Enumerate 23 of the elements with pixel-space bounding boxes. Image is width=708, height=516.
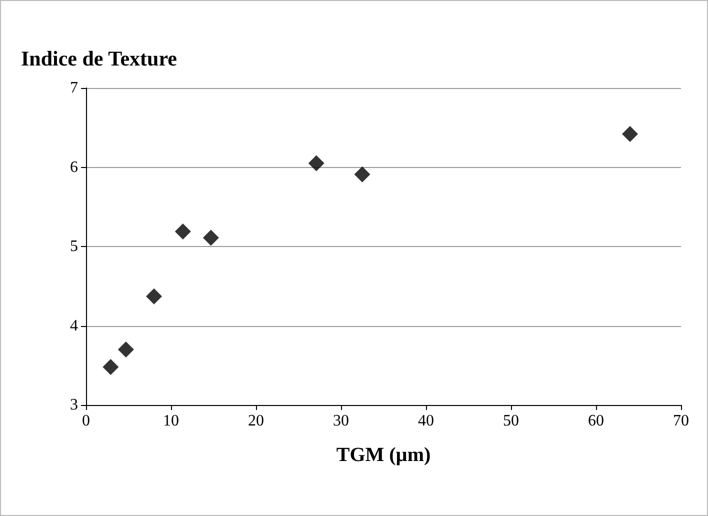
y-tick-label: 4 xyxy=(70,317,78,334)
x-tick-label: 40 xyxy=(418,412,434,430)
x-tick-label: 30 xyxy=(333,412,349,430)
x-axis-title: TGM (µm) xyxy=(336,444,431,466)
point xyxy=(146,288,162,304)
x-tick-label: 60 xyxy=(588,412,604,430)
x-tick-label: 20 xyxy=(248,412,264,430)
point xyxy=(102,358,119,375)
y-tick-label: 5 xyxy=(70,238,78,255)
y-tick-label: 6 xyxy=(70,158,78,176)
y-tick-label: 3 xyxy=(70,396,78,414)
point xyxy=(354,166,370,182)
x-tick-label: 70 xyxy=(673,412,689,430)
point xyxy=(174,223,191,240)
x-tick-label: 0 xyxy=(82,412,90,430)
y-tick-label: 7 xyxy=(70,80,78,96)
point xyxy=(202,230,219,246)
point xyxy=(118,342,134,358)
x-tick-label: 50 xyxy=(503,412,519,430)
x-tick-label: 10 xyxy=(163,412,179,430)
chart-title: Indice de Texture xyxy=(21,46,177,70)
point xyxy=(308,155,324,172)
point xyxy=(622,126,638,142)
